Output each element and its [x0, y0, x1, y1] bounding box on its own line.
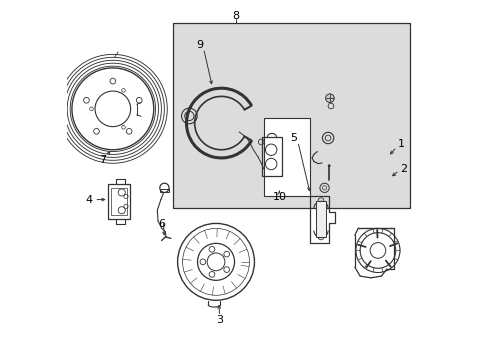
- Text: 2: 2: [400, 164, 407, 174]
- Text: 7: 7: [99, 156, 105, 166]
- Text: 10: 10: [272, 192, 286, 202]
- Bar: [160, 189, 169, 193]
- Circle shape: [327, 165, 329, 167]
- Text: 4: 4: [85, 194, 92, 204]
- Bar: [173, 23, 409, 208]
- Text: 5: 5: [289, 133, 297, 143]
- Bar: [316, 201, 325, 237]
- Bar: [264, 118, 310, 196]
- Text: 6: 6: [158, 220, 165, 229]
- Bar: [108, 184, 129, 219]
- Bar: [111, 188, 126, 215]
- Text: 3: 3: [216, 315, 223, 325]
- Circle shape: [325, 94, 333, 103]
- Bar: [262, 137, 281, 176]
- Text: 1: 1: [397, 139, 404, 149]
- Text: 9: 9: [196, 40, 203, 50]
- Text: 8: 8: [232, 11, 239, 21]
